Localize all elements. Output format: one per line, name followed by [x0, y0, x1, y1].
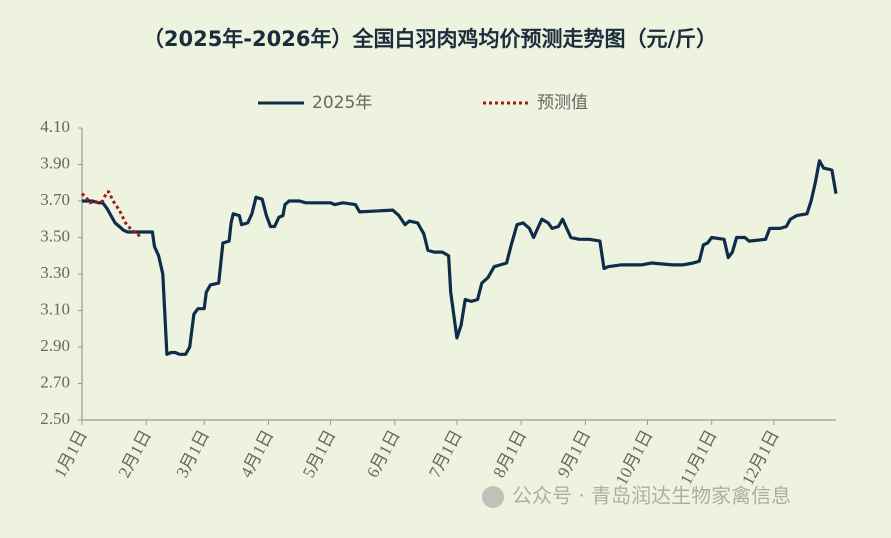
y-tick-label: 3.10 — [40, 299, 70, 318]
watermark: 公众号 · 青岛润达生物家禽信息 — [482, 484, 791, 508]
chart-title: （2025年-2026年）全国白羽肉鸡均价预测走势图（元/斤） — [143, 27, 717, 51]
y-tick-label: 2.70 — [40, 372, 70, 391]
y-tick-label: 2.90 — [40, 336, 70, 355]
legend-label: 预测值 — [537, 93, 588, 113]
y-tick-label: 3.30 — [40, 263, 70, 282]
y-tick-label: 3.70 — [40, 190, 70, 209]
y-tick-label: 4.10 — [40, 117, 70, 136]
watermark-icon — [482, 486, 504, 508]
series-line — [81, 190, 142, 239]
y-tick-label: 2.50 — [40, 409, 70, 428]
series-line — [82, 159, 838, 356]
legend-label: 2025年 — [312, 93, 372, 113]
y-tick-label: 3.50 — [40, 226, 70, 245]
y-tick-label: 3.90 — [40, 153, 70, 172]
watermark-text: 公众号 · 青岛润达生物家禽信息 — [512, 484, 791, 508]
